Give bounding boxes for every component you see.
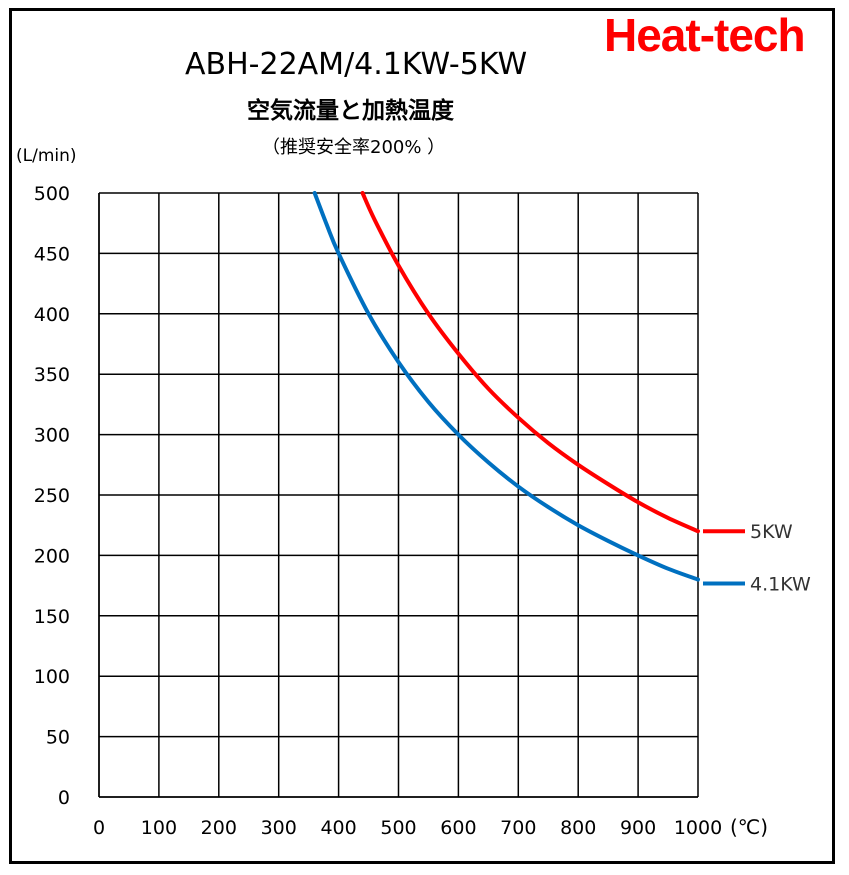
y-tick-label: 400 (34, 304, 70, 326)
y-tick-label: 100 (34, 666, 70, 688)
chart-series (312, 191, 700, 582)
x-tick-label: 200 (201, 817, 237, 839)
chart-grid (98, 192, 699, 798)
y-tick-label: 0 (58, 787, 70, 809)
y-tick-label: 150 (34, 606, 70, 628)
chart-note: （推奨安全率200% ） (262, 137, 446, 158)
y-tick-label: 250 (34, 485, 70, 507)
chart-subtitle: 空気流量と加熱温度 (247, 98, 454, 124)
y-tick-label: 200 (34, 545, 70, 567)
y-tick-label: 50 (46, 727, 70, 749)
x-tick-label: 600 (440, 817, 476, 839)
y-tick-label: 300 (34, 425, 70, 447)
x-axis-label: (℃) (730, 815, 768, 839)
legend-label: 5KW (750, 521, 793, 543)
x-tick-label: 1000 (674, 817, 722, 839)
x-tick-label: 500 (380, 817, 416, 839)
x-tick-label: 800 (560, 817, 596, 839)
y-axis-label: (L/min) (16, 146, 77, 166)
x-tick-labels: 0 100 200 300 400 500 600 700 800 900 1000 (93, 817, 722, 839)
y-tick-label: 450 (34, 243, 70, 265)
chart-title: ABH-22AM/4.1KW-5KW (185, 47, 528, 82)
chart-legend: 5KW 4.1KW (703, 521, 811, 596)
legend-label: 4.1KW (750, 574, 811, 596)
x-tick-label: 0 (93, 817, 105, 839)
series-line-5kw (360, 191, 700, 534)
y-tick-label: 350 (34, 364, 70, 386)
x-tick-label: 400 (320, 817, 356, 839)
y-tick-label: 500 (34, 183, 70, 205)
x-tick-label: 900 (620, 817, 656, 839)
x-tick-label: 700 (500, 817, 536, 839)
brand-logo: Heat-tech (604, 9, 806, 61)
x-tick-label: 100 (141, 817, 177, 839)
series-line-4-1kw (312, 191, 700, 582)
y-tick-labels: 0 50 100 150 200 250 300 350 400 450 500 (34, 183, 70, 809)
x-tick-label: 300 (261, 817, 297, 839)
